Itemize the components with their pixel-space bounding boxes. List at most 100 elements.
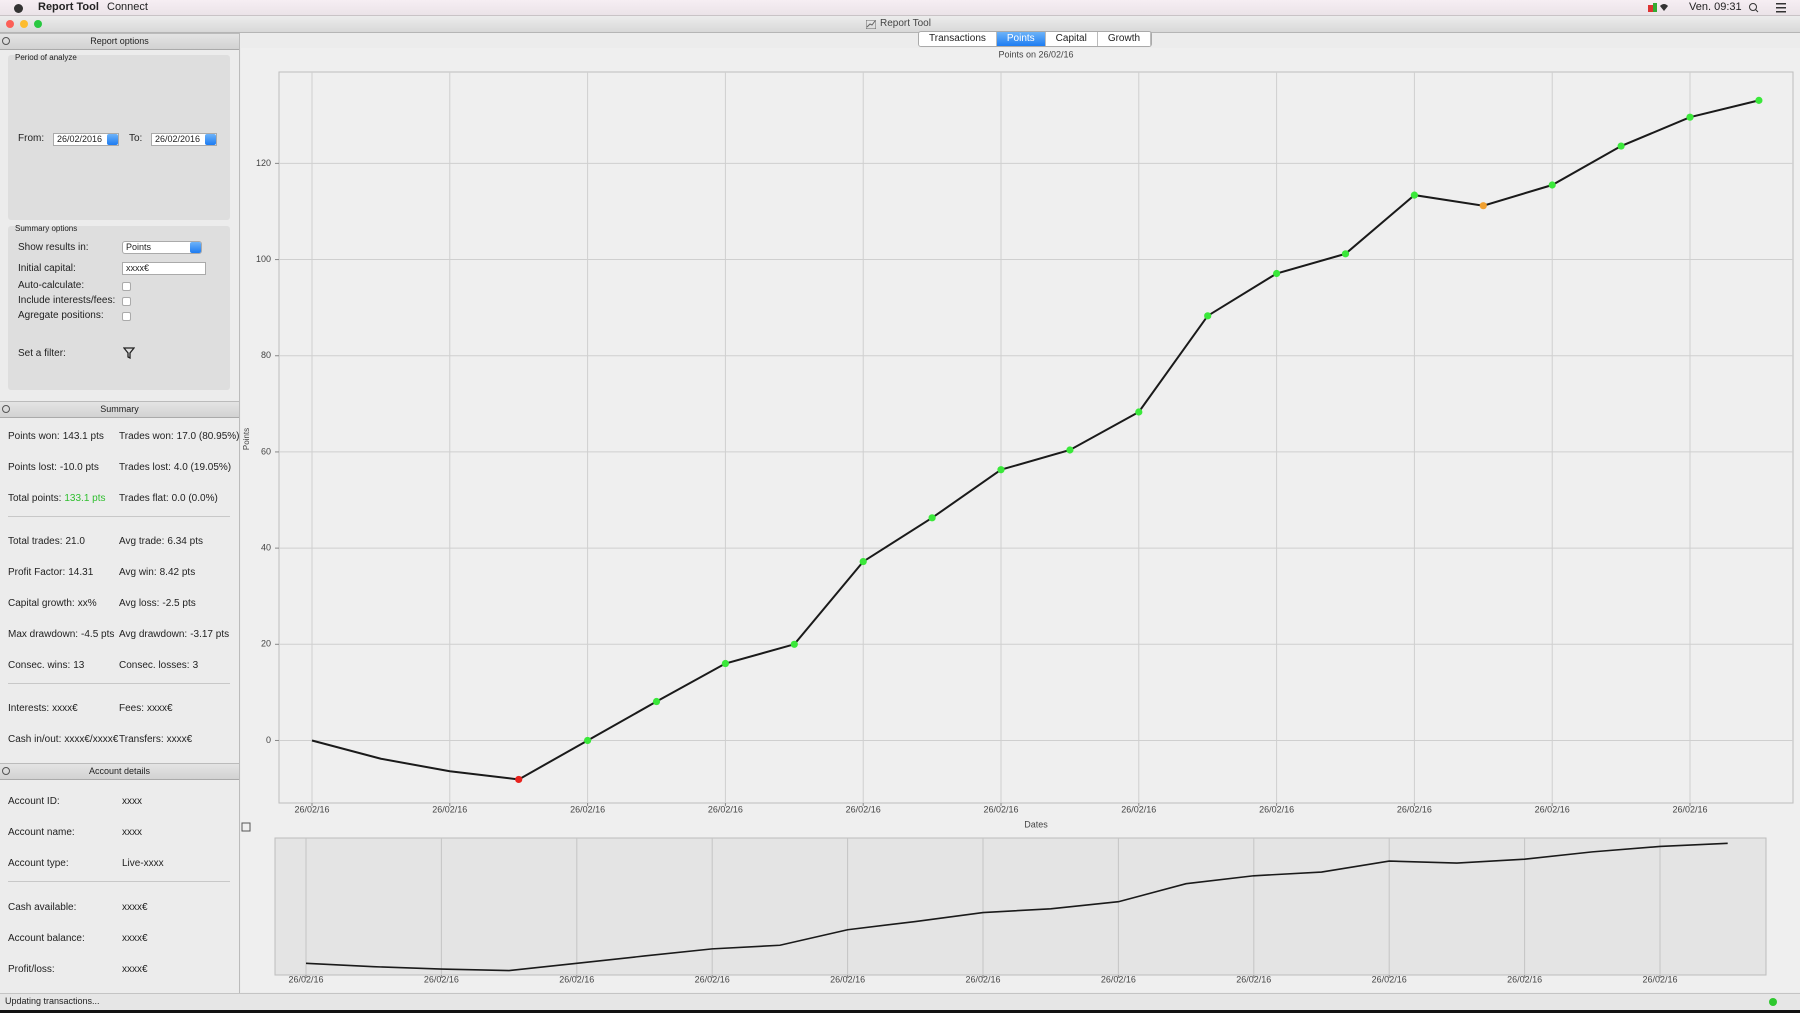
checkbox-label: Include interests/fees: <box>18 295 116 306</box>
data-point <box>859 557 867 566</box>
menubar: Report Tool Connect Ven. 09:31 <box>0 0 1800 16</box>
x-tick-label: 26/02/16 <box>1372 974 1407 984</box>
from-label: From: <box>18 133 45 144</box>
filter-label: Set a filter: <box>18 348 66 359</box>
select-value: Points <box>126 242 152 252</box>
to-label: To: <box>129 133 143 144</box>
plot-area <box>278 71 1794 804</box>
summary-value: 143.1 pts <box>62 431 104 442</box>
data-point <box>1204 312 1212 320</box>
chart-title: Points on 26/02/16 <box>998 49 1073 59</box>
x-tick-label: 26/02/16 <box>708 804 743 814</box>
summary-item: Consec. wins: 13 <box>8 660 84 671</box>
status-indicator <box>1769 998 1777 1006</box>
menu-item[interactable]: Connect <box>107 1 148 13</box>
summary-item: Avg drawdown: -3.17 pts <box>119 629 229 640</box>
summary-value: 3 <box>192 660 199 671</box>
summary-value: 133.1 pts <box>64 493 106 504</box>
data-point <box>721 659 729 668</box>
summary-label: Interests: <box>8 703 50 714</box>
data-point <box>1066 446 1074 454</box>
checkbox[interactable] <box>122 297 131 306</box>
y-tick-label: 60 <box>261 446 271 456</box>
summary-item: Trades lost: 4.0 (19.05%) <box>119 462 231 473</box>
section-header[interactable]: Account details <box>0 763 239 780</box>
x-tick-label: 26/02/16 <box>1535 804 1570 814</box>
tab-bar: Transactions Points Capital Growth <box>918 31 1153 47</box>
summary-label: Avg drawdown: <box>119 629 188 640</box>
y-tick-label: 120 <box>256 158 271 168</box>
group-label: Summary options <box>15 224 78 233</box>
overview-chart: 26/02/16 26/02/16 26/02/16 26/02/16 26/02/16… <box>241 834 1800 992</box>
summary-item: Consec. losses: 3 <box>119 660 198 671</box>
clock: Ven. 09:31 <box>1689 1 1742 13</box>
summary-value: -4.5 pts <box>81 629 115 640</box>
separator <box>8 881 230 882</box>
summary-label: Cash in/out: <box>8 734 62 745</box>
data-point <box>1686 113 1694 121</box>
tab[interactable]: Growth <box>1097 32 1152 46</box>
section-title: Account details <box>88 766 151 776</box>
section-title: Report options <box>90 36 149 46</box>
separator <box>8 516 230 517</box>
x-tick-label: 26/02/16 <box>1672 804 1707 814</box>
show-results-select[interactable]: Points <box>122 241 202 254</box>
filter-icon[interactable] <box>123 347 135 359</box>
to-date[interactable]: 26/02/2016 <box>151 133 217 146</box>
summary-value: 13 <box>73 660 85 671</box>
summary-label: Points lost: <box>8 462 57 473</box>
x-tick-label: 26/02/16 <box>1397 804 1432 814</box>
summary-value: xxxx€ <box>166 734 193 745</box>
window-controls[interactable] <box>5 19 45 29</box>
x-tick-label: 26/02/16 <box>294 804 329 814</box>
summary-item: Transfers: xxxx€ <box>119 734 192 745</box>
points-chart: 0 20 40 60 80 100 120 26/02/16 26/02/16 26/02/16 2… <box>241 48 1800 834</box>
x-tick-label: 26/02/16 <box>965 974 1000 984</box>
summary-value: -10.0 pts <box>59 462 99 473</box>
summary-value: xxxx€ <box>147 703 173 714</box>
summary-value: 4.0 (19.05%) <box>173 462 232 473</box>
axis-handle[interactable] <box>241 822 251 832</box>
initial-capital-input[interactable]: xxxx€ <box>122 262 206 275</box>
section-header[interactable]: Report options <box>0 33 239 50</box>
x-tick-label: 26/02/16 <box>559 974 594 984</box>
y-axis-label: Points <box>242 428 251 450</box>
data-point <box>1341 250 1350 258</box>
input-value: xxxx€ <box>126 263 150 273</box>
x-tick-label: 26/02/16 <box>288 974 323 984</box>
plot-area <box>274 837 1767 976</box>
account-label: Profit/loss: <box>8 964 55 975</box>
account-value: xxxx€ <box>122 902 148 913</box>
x-tick-label: 26/02/16 <box>1121 804 1156 814</box>
checkbox[interactable] <box>122 282 131 291</box>
data-point <box>1548 181 1556 189</box>
tab[interactable]: Points <box>996 32 1046 46</box>
summary-value: xxxx€/xxxx€ <box>64 734 119 745</box>
summary-item: Fees: xxxx€ <box>119 703 173 714</box>
summary-value: xxxx€ <box>52 703 78 714</box>
to-value: 26/02/2016 <box>155 134 201 144</box>
section-header[interactable]: Summary <box>0 401 239 418</box>
summary-label: Consec. losses: <box>119 660 190 671</box>
summary-label: Avg trade: <box>119 536 165 547</box>
summary-item: Total trades: 21.0 <box>8 536 85 547</box>
y-tick-label: 100 <box>256 254 271 264</box>
sidebar: Report options Period of analyze From: 2… <box>0 33 240 993</box>
app-menu[interactable]: Report Tool <box>38 1 99 13</box>
summary-item: Avg win: 8.42 pts <box>119 567 195 578</box>
tab[interactable]: Capital <box>1045 32 1098 46</box>
x-tick-label: 26/02/16 <box>424 974 459 984</box>
overview-line <box>305 842 1728 972</box>
show-results-label: Show results in: <box>18 242 89 253</box>
tab[interactable]: Transactions <box>919 32 997 46</box>
account-value: xxxx <box>122 827 142 838</box>
x-tick-label: 26/02/16 <box>830 974 865 984</box>
x-tick-label: 26/02/16 <box>1259 804 1294 814</box>
from-date[interactable]: 26/02/2016 <box>53 133 119 146</box>
checkbox[interactable] <box>122 312 131 321</box>
x-axis-label: Dates <box>1024 819 1048 829</box>
summary-value: 0.0 (0.0%) <box>171 493 218 504</box>
search-icons[interactable] <box>1748 2 1793 13</box>
data-point <box>652 697 661 706</box>
